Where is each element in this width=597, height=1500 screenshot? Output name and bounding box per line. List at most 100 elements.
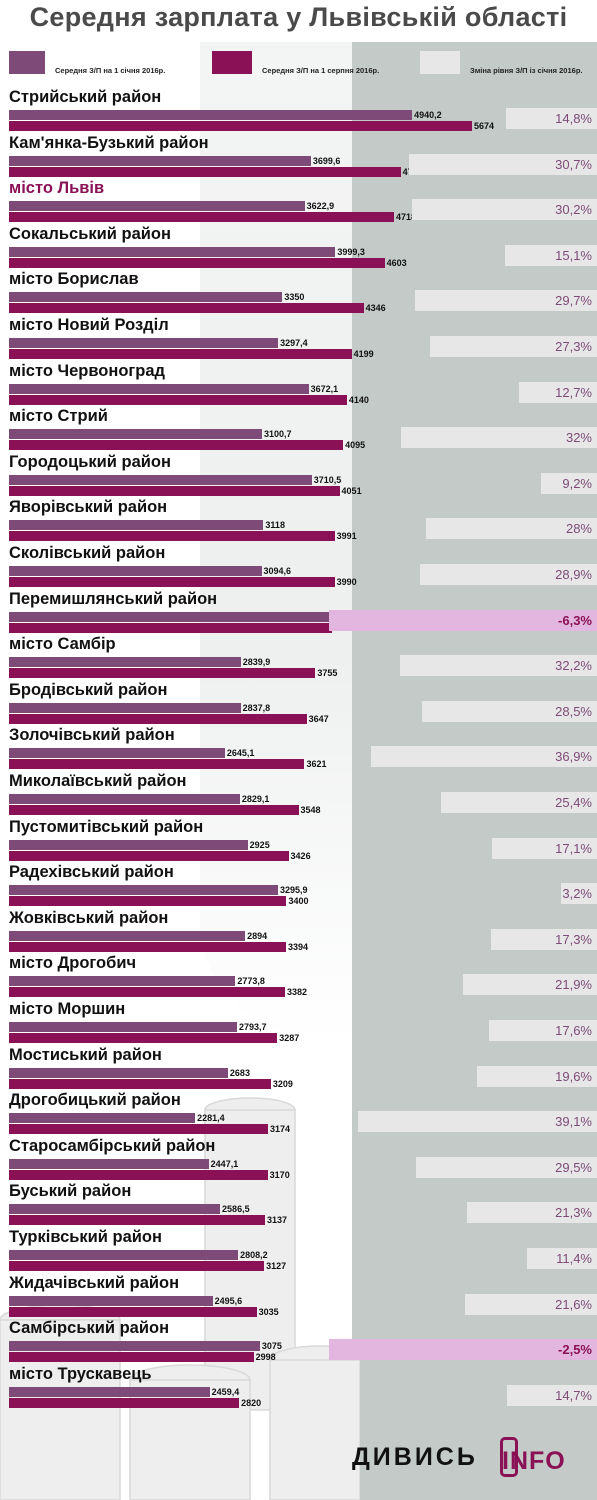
value-label-aug: 4140 (348, 394, 369, 405)
bar-jan (9, 1341, 260, 1352)
value-label-jan: 3118 (265, 520, 285, 531)
bar-jan (9, 1295, 213, 1306)
chart-title: Середня зарплата у Львівській області (29, 2, 568, 32)
value-label-aug: 3287 (279, 1033, 300, 1043)
value-label-aug: 4346 (365, 303, 386, 314)
bar-jan (9, 383, 309, 394)
value-label-aug: 3647 (308, 713, 329, 724)
bar-aug (9, 1397, 240, 1408)
bar-aug (9, 941, 286, 952)
bar-jan (9, 611, 354, 622)
change-box (429, 336, 597, 357)
bar-aug (9, 1352, 254, 1363)
bar-jan (9, 930, 246, 941)
bar-aug (9, 896, 287, 907)
category-label: Яворівський район (9, 498, 168, 517)
category-label: Перемишлянський район (9, 589, 218, 608)
value-label-jan: 3999,3 (337, 246, 365, 257)
change-box (489, 1020, 597, 1041)
change-box (370, 746, 597, 768)
bar-jan (9, 429, 263, 440)
category-label: Сколівський район (9, 544, 166, 562)
category-label: Сокальський район (9, 224, 171, 243)
bar-jan (9, 885, 278, 896)
change-box (492, 837, 597, 859)
value-label-aug: 5674 (473, 121, 495, 131)
change-label: 30,7% (555, 156, 592, 172)
value-label-jan: 2829,1 (241, 794, 270, 804)
value-label-jan: 2645,1 (226, 748, 255, 759)
bar-jan (9, 794, 240, 804)
change-box (464, 1293, 597, 1315)
value-label-jan: 2683 (229, 1067, 250, 1078)
change-label: 28% (565, 521, 592, 537)
category-label: Старосамбірський район (9, 1136, 216, 1155)
value-label-jan: 3350 (284, 292, 305, 303)
category-label: місто Стрий (9, 407, 108, 426)
category-label: Мостиський район (9, 1045, 162, 1064)
value-label-jan: 2839,9 (242, 657, 271, 668)
change-label: 11,4% (556, 1251, 592, 1266)
change-label: -6,3% (558, 612, 592, 628)
change-label: 30,2% (555, 202, 592, 218)
bar-jan (9, 702, 241, 713)
value-label-aug: 3426 (290, 850, 311, 861)
category-label: Кам'янка-Бузький район (9, 133, 209, 152)
value-label-jan: 2495,6 (214, 1295, 243, 1306)
change-label: 21,3% (555, 1205, 592, 1221)
bar-jan (9, 1386, 210, 1397)
bar-aug (9, 212, 394, 223)
phone-icon (500, 1437, 518, 1477)
legend-swatch-jan (9, 51, 45, 74)
value-label-aug: 3400 (288, 896, 309, 907)
change-box (399, 655, 597, 677)
bar-aug (9, 1169, 268, 1180)
legend-swatch-aug (212, 51, 252, 74)
category-label: Жовківський район (9, 908, 169, 927)
change-box (519, 381, 597, 403)
value-label-aug: 4718 (395, 212, 417, 223)
logo-info: INFO (502, 1447, 566, 1475)
change-label: 3,2% (562, 886, 592, 902)
value-label-jan: 3699,6 (312, 155, 341, 166)
bar-jan (9, 1067, 228, 1078)
bar-aug (9, 850, 289, 861)
change-box (357, 1111, 597, 1133)
value-label-aug: 4051 (341, 485, 362, 496)
value-label-jan: 3100,7 (264, 429, 292, 440)
category-label: Буський район (9, 1182, 132, 1201)
value-label-jan: 3710,5 (313, 474, 342, 485)
value-label-jan: 2447,1 (210, 1158, 239, 1169)
change-label: 32,2% (555, 658, 592, 674)
change-box (329, 609, 597, 631)
value-label-jan: 2808,2 (240, 1250, 268, 1260)
logo-text: ДИВИСЬ (352, 1443, 478, 1471)
value-label-jan: 2925 (249, 839, 270, 850)
value-label-aug: 3382 (286, 987, 307, 998)
change-label: 21,9% (555, 977, 592, 993)
change-box (329, 1339, 597, 1361)
bar-aug (9, 622, 333, 633)
value-label-aug: 3621 (306, 759, 327, 770)
legend-swatch-change (420, 51, 460, 74)
value-label-aug: 3991 (336, 531, 357, 542)
value-label-aug: 3035 (258, 1306, 279, 1317)
header: Середня зарплата у Львівській області (0, 0, 597, 42)
change-box (415, 290, 597, 312)
change-label: 29,5% (555, 1159, 592, 1175)
bar-jan (9, 155, 311, 166)
bar-aug (9, 1261, 265, 1271)
category-label: місто Львів (9, 179, 105, 198)
bar-aug (9, 759, 305, 770)
change-label: -2,5% (558, 1342, 592, 1358)
value-label-jan: 3622,9 (306, 201, 335, 212)
change-box (401, 427, 597, 449)
value-label-aug: 4199 (353, 349, 374, 359)
category-label: місто Моршин (9, 1000, 126, 1018)
bar-aug (9, 668, 316, 679)
category-label: Турківський район (9, 1228, 162, 1246)
value-label-jan: 2837,8 (242, 702, 271, 713)
bar-aug (9, 485, 340, 496)
value-label-aug: 3127 (266, 1261, 287, 1271)
change-box (466, 1202, 597, 1224)
